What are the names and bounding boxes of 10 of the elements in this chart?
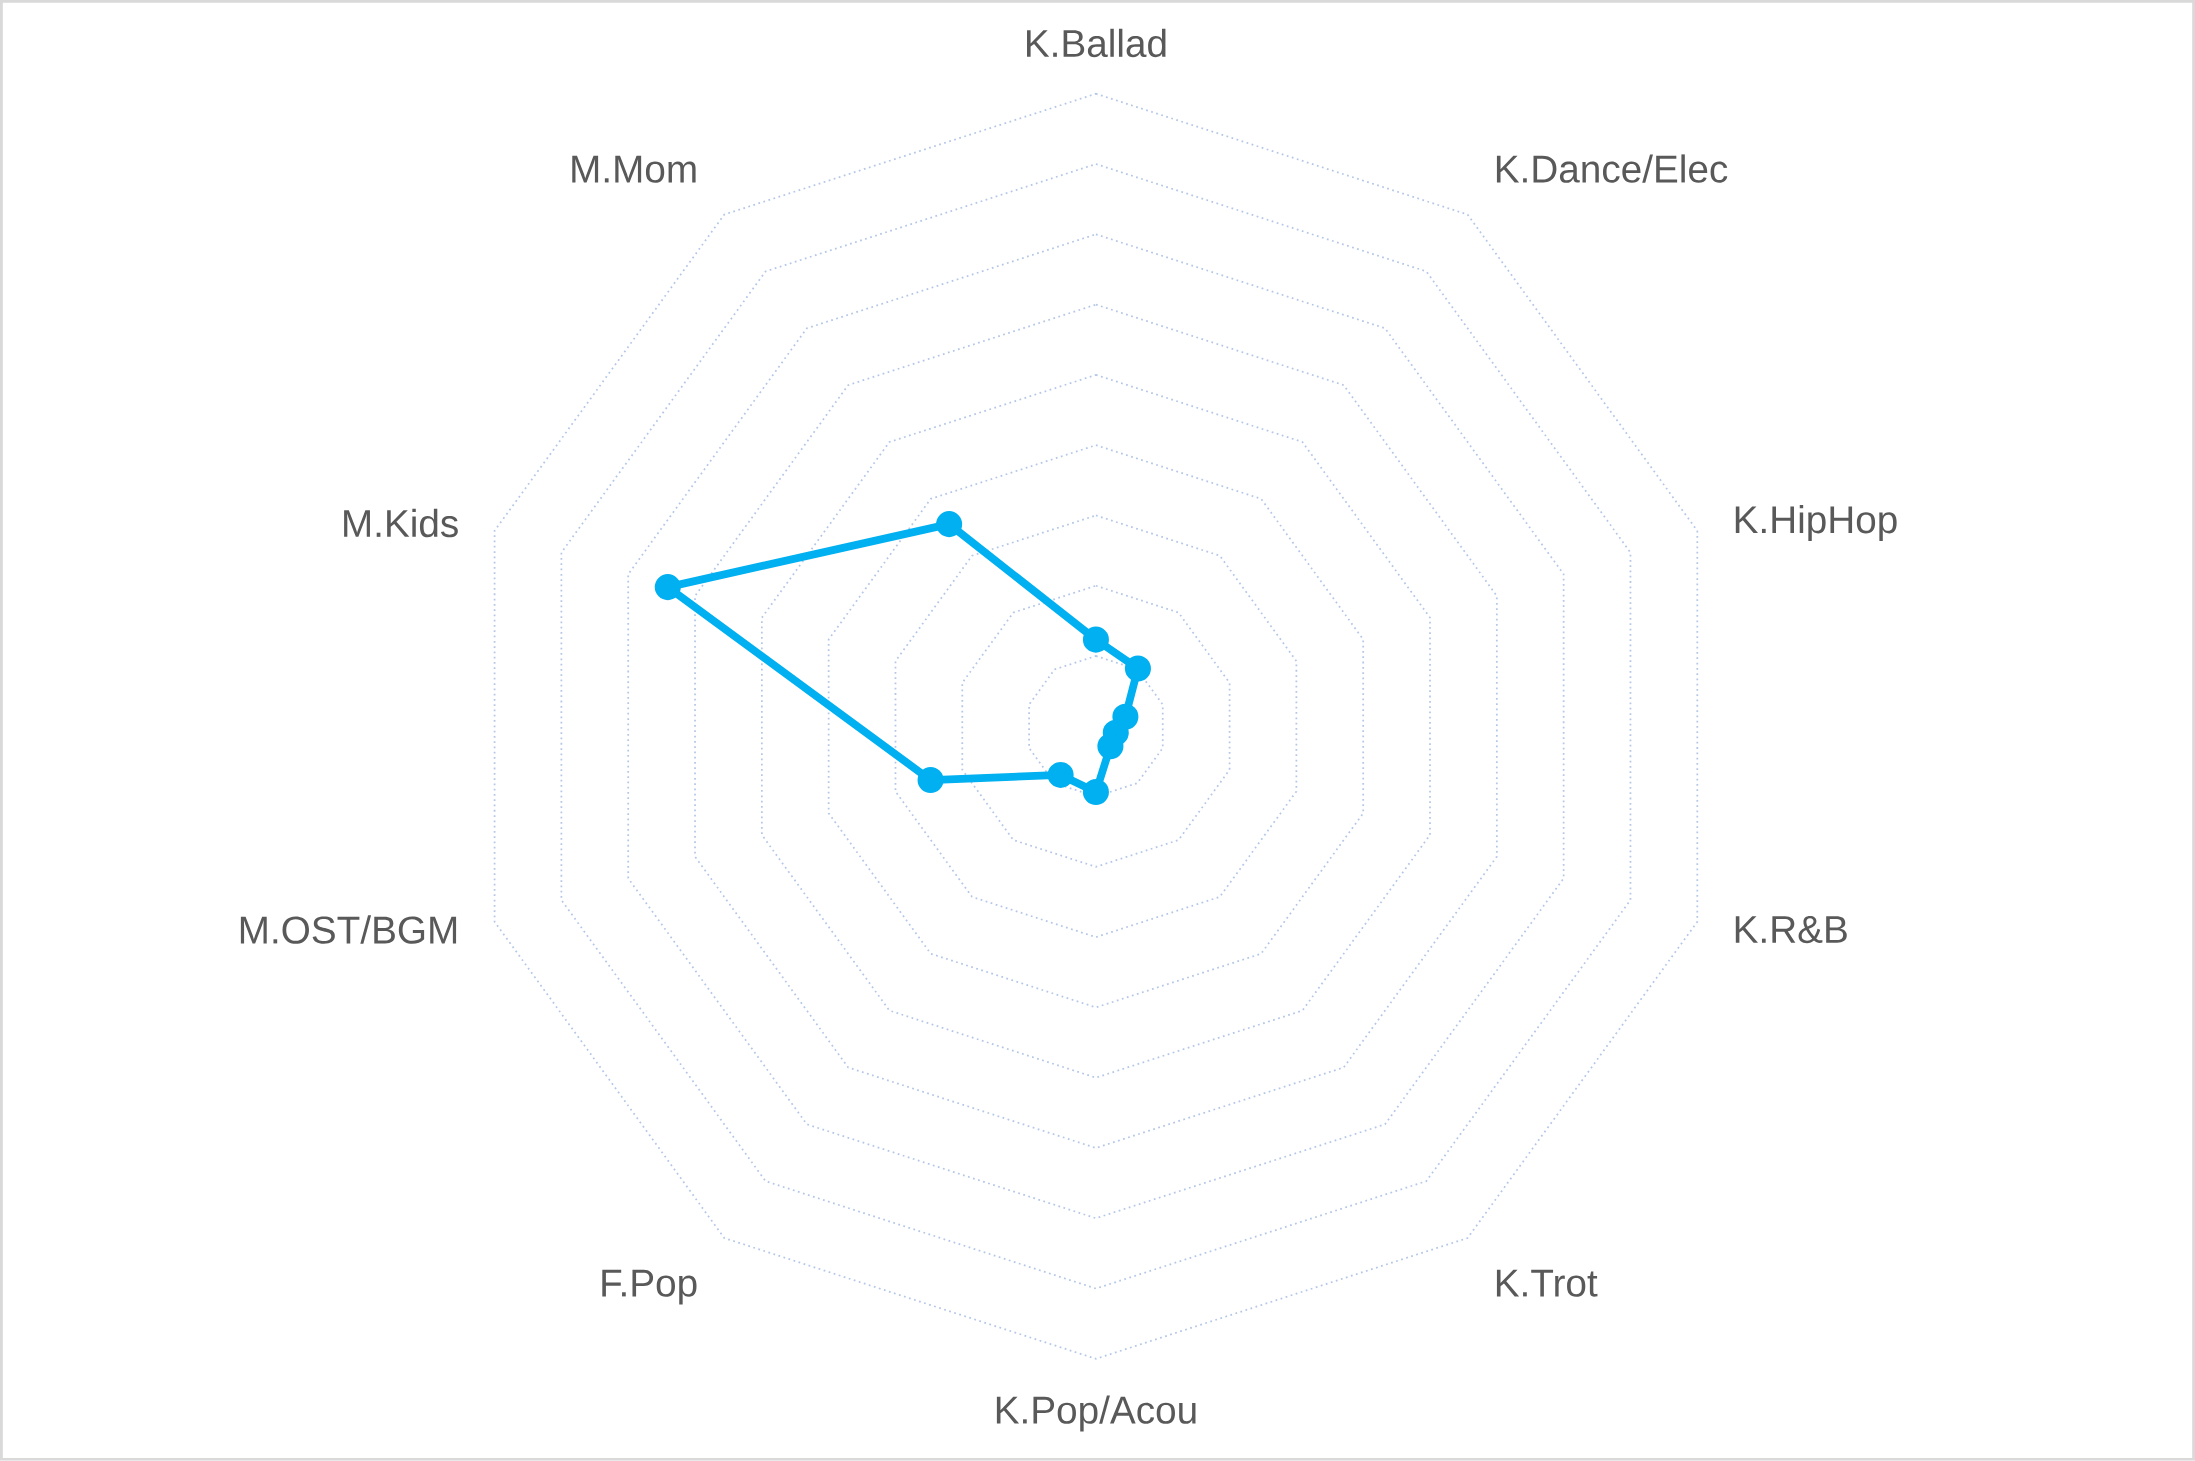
spoke-label: K.Ballad	[1027, 28, 1166, 58]
spoke-label: K.Trot	[1496, 1269, 1598, 1297]
spoke-label: K.R&B	[1735, 916, 1847, 944]
spoke-label: F.Pop	[602, 1269, 697, 1305]
spoke-label: K.HipHop	[1735, 505, 1897, 542]
spoke-label: K.Dance/Elec	[1496, 154, 1728, 183]
spoke-label: M.Kids	[344, 508, 458, 538]
spoke-label: M.Mom	[572, 155, 696, 183]
spoke-label: K.Pop/Acou	[996, 1395, 1196, 1432]
spoke-label: M.OST/BGM	[240, 915, 457, 944]
